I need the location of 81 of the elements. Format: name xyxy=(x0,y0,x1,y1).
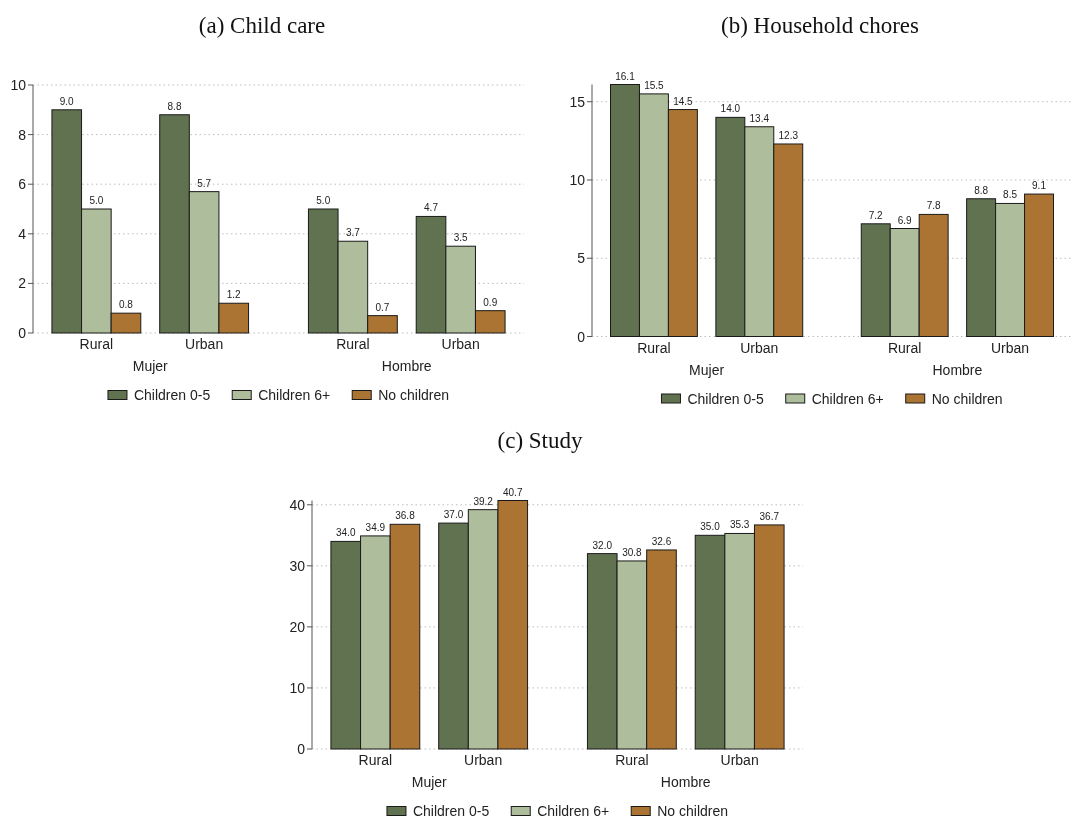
data-label: 7.2 xyxy=(868,209,884,221)
y-tick-label: 0 xyxy=(18,325,27,341)
data-label: 30.8 xyxy=(622,546,643,558)
x-tick-label: Urban xyxy=(991,339,1030,356)
data-label: 34.0 xyxy=(336,527,356,539)
y-tick-label: 30 xyxy=(289,557,306,574)
data-label: 4.7 xyxy=(424,202,439,214)
legend-label: Children 0-5 xyxy=(412,803,490,819)
data-label: 34.9 xyxy=(365,521,386,533)
text: Mujer xyxy=(689,361,725,378)
legend-label: No children xyxy=(378,387,450,403)
chart-title: (b) Household chores xyxy=(720,13,920,38)
data-label: 35.0 xyxy=(700,521,721,533)
y-tick-label: 20 xyxy=(289,618,306,635)
data-label: 0.7 xyxy=(375,301,390,313)
y-tick-label: 0 xyxy=(577,328,586,345)
x-tick-label: Urban xyxy=(464,752,503,768)
y-tick-label: 10 xyxy=(569,171,586,188)
data-label: 0.8 xyxy=(119,299,134,311)
data-label: 8.8 xyxy=(167,100,182,112)
data-label: 36.7 xyxy=(759,510,780,522)
legend-label: Children 6+ xyxy=(811,390,884,407)
x-tick-label: Urban xyxy=(720,752,759,768)
x-tick-label: Rural xyxy=(358,752,393,768)
x-tick-label: Rural xyxy=(336,336,370,352)
data-label: 6.9 xyxy=(897,214,913,226)
x-tick-label: Rural xyxy=(79,336,114,352)
text: Mujer xyxy=(132,358,169,374)
data-label: 8.8 xyxy=(974,184,989,196)
data-label: 13.4 xyxy=(749,112,770,124)
data-label: 8.5 xyxy=(1003,189,1018,201)
data-label: 5.7 xyxy=(197,177,212,189)
data-label: 1.2 xyxy=(226,289,242,301)
data-label: 7.8 xyxy=(926,200,942,212)
chart-title: (c) Study xyxy=(497,428,583,453)
y-tick-label: 10 xyxy=(289,679,306,696)
y-tick-label: 2 xyxy=(18,275,27,292)
data-label: 36.8 xyxy=(395,510,416,522)
data-label: 39.2 xyxy=(473,495,494,507)
y-tick-label: 10 xyxy=(10,77,27,93)
y-tick-label: 4 xyxy=(18,225,27,242)
x-tick-label: Urban xyxy=(740,339,779,356)
chart-title: (a) Child care xyxy=(198,13,326,38)
data-label: 16.1 xyxy=(615,70,636,82)
data-label: 15.5 xyxy=(644,79,665,91)
y-tick-label: 6 xyxy=(18,176,27,193)
y-tick-label: 0 xyxy=(297,741,306,757)
data-label: 5.0 xyxy=(316,195,331,206)
data-label: 12.3 xyxy=(778,129,799,141)
legend-label: Children 0-5 xyxy=(687,390,764,407)
data-label: 32.6 xyxy=(651,535,672,547)
data-label: 40.7 xyxy=(503,486,523,498)
data-label: 9.1 xyxy=(1032,180,1047,192)
data-label: 0.9 xyxy=(483,296,498,308)
x-tick-label: Urban xyxy=(441,336,480,352)
data-label: 3.5 xyxy=(453,232,469,244)
text: Hombre xyxy=(660,774,711,790)
legend-label: Children 0-5 xyxy=(133,387,211,403)
legend-label: No children xyxy=(657,803,729,819)
text: Hombre xyxy=(381,358,432,374)
data-label: 32.0 xyxy=(592,539,613,551)
y-tick-label: 8 xyxy=(18,126,27,143)
data-label: 35.3 xyxy=(729,519,750,531)
text: Hombre xyxy=(932,361,983,378)
legend-label: Children 6+ xyxy=(537,803,610,819)
x-tick-label: Rural xyxy=(637,339,671,356)
y-tick-label: 40 xyxy=(289,496,306,513)
data-label: 14.5 xyxy=(673,95,694,107)
y-tick-label: 15 xyxy=(569,93,586,110)
x-tick-label: Urban xyxy=(185,336,224,352)
x-tick-label: Rural xyxy=(887,339,922,356)
data-label: 3.7 xyxy=(345,227,361,239)
y-tick-label: 5 xyxy=(577,250,586,267)
legend-label: No children xyxy=(931,390,1003,407)
x-tick-label: Rural xyxy=(615,752,649,768)
data-label: 5.0 xyxy=(89,195,104,206)
data-label: 9.0 xyxy=(59,95,75,107)
data-label: 14.0 xyxy=(720,103,741,115)
text: Mujer xyxy=(411,774,448,790)
legend-label: Children 6+ xyxy=(258,387,331,403)
data-label: 37.0 xyxy=(443,509,464,521)
